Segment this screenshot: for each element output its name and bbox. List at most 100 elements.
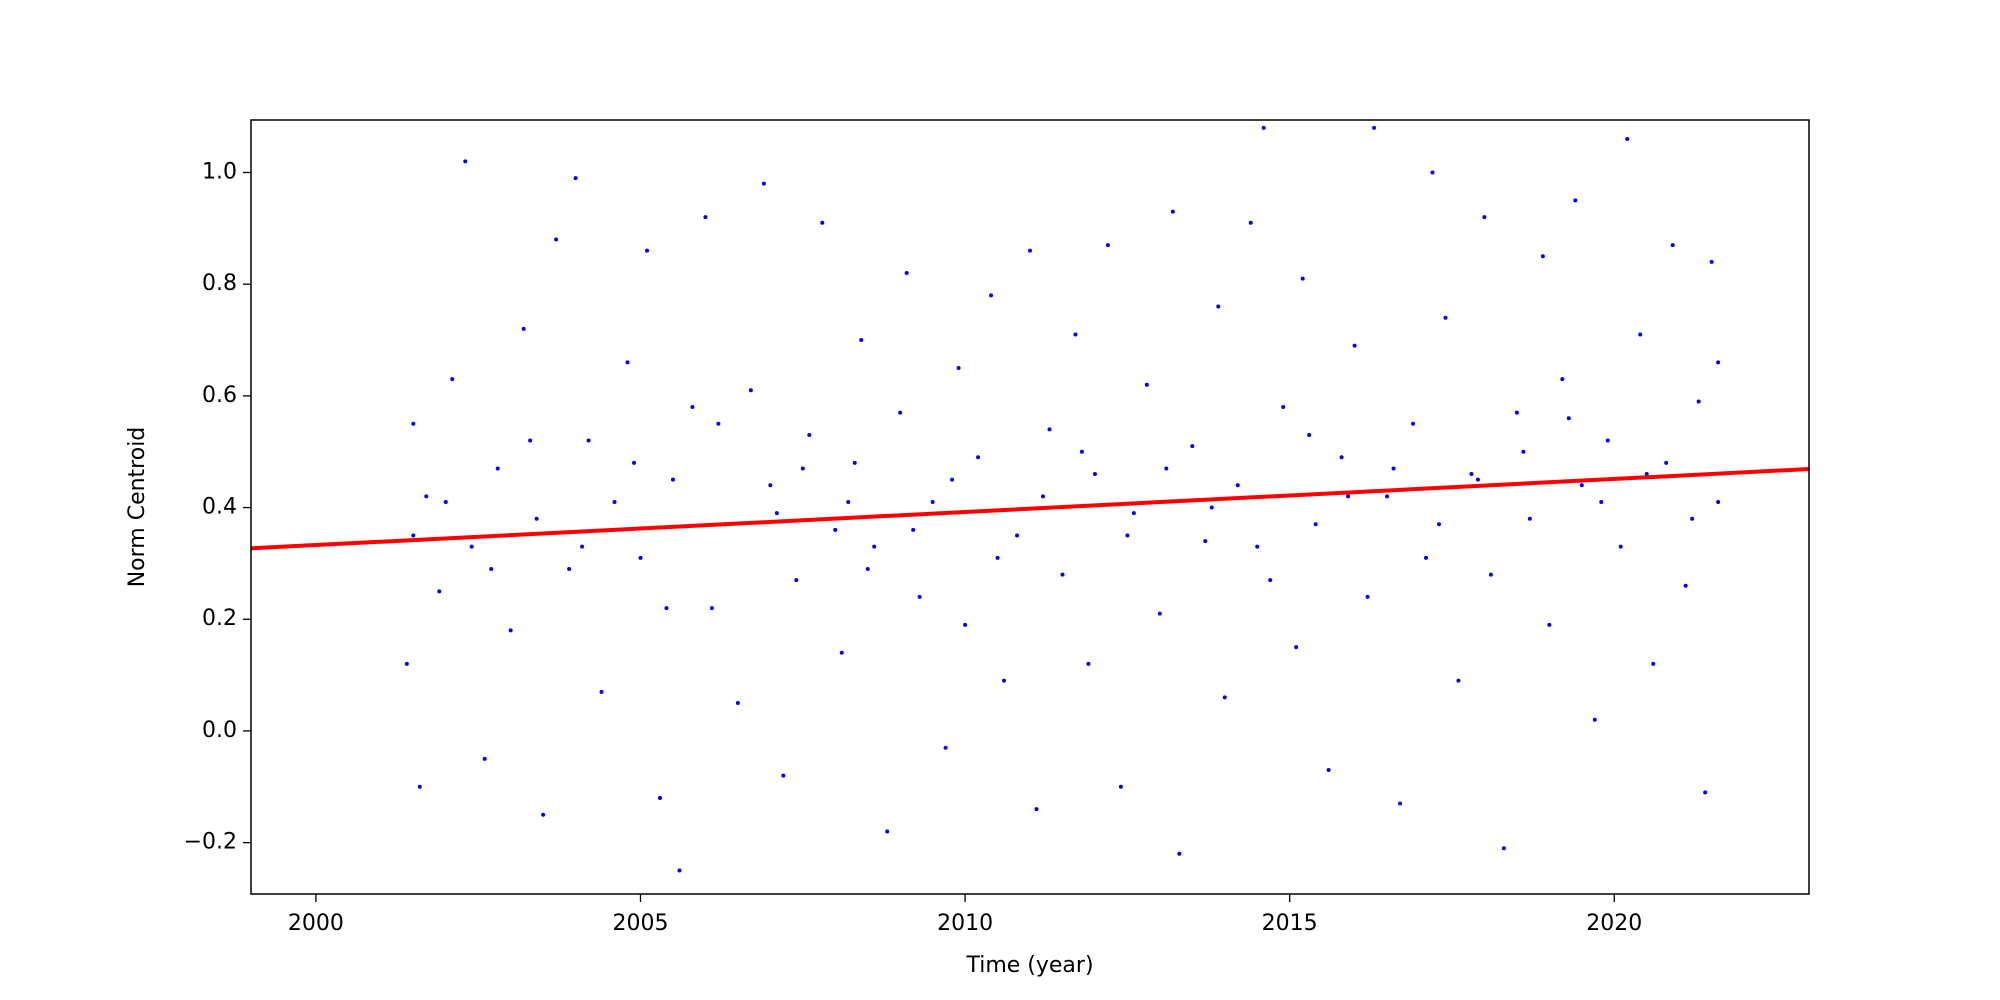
y-tick-label: 1.0 bbox=[202, 159, 237, 184]
point bbox=[1716, 360, 1721, 365]
point bbox=[1209, 505, 1214, 510]
point bbox=[1028, 248, 1032, 253]
point bbox=[463, 159, 468, 164]
point bbox=[1281, 405, 1286, 410]
point bbox=[1092, 472, 1097, 477]
point bbox=[1203, 539, 1208, 544]
point bbox=[1261, 125, 1266, 130]
point bbox=[1592, 717, 1597, 722]
point bbox=[690, 405, 695, 410]
point bbox=[1125, 533, 1130, 538]
point bbox=[404, 661, 409, 666]
point bbox=[943, 745, 948, 750]
y-tick-label: 0.6 bbox=[202, 383, 237, 408]
point bbox=[657, 795, 662, 800]
point bbox=[1573, 198, 1578, 203]
point bbox=[528, 438, 533, 443]
point bbox=[1501, 846, 1506, 851]
point bbox=[1144, 382, 1149, 387]
point bbox=[1547, 622, 1552, 627]
point bbox=[1086, 661, 1091, 666]
y-tick-label: 0.2 bbox=[202, 606, 237, 631]
point bbox=[1651, 661, 1656, 666]
point bbox=[898, 410, 903, 415]
point bbox=[1346, 494, 1351, 499]
point bbox=[859, 338, 864, 343]
y-tick-label: 0.0 bbox=[202, 718, 237, 743]
point bbox=[541, 812, 546, 817]
point bbox=[411, 421, 416, 426]
point bbox=[1469, 472, 1474, 477]
point bbox=[1514, 410, 1519, 415]
point bbox=[846, 499, 851, 504]
point bbox=[800, 466, 805, 471]
point bbox=[1002, 678, 1007, 683]
point bbox=[424, 494, 429, 499]
point bbox=[1540, 254, 1545, 259]
point bbox=[437, 589, 442, 594]
point bbox=[1430, 170, 1435, 175]
point bbox=[567, 566, 572, 571]
point bbox=[521, 326, 526, 331]
point bbox=[885, 829, 890, 834]
point bbox=[1385, 494, 1390, 499]
point bbox=[709, 606, 714, 611]
point bbox=[768, 483, 773, 488]
point bbox=[1716, 499, 1721, 504]
point bbox=[411, 533, 416, 538]
point bbox=[534, 516, 539, 521]
point bbox=[1040, 494, 1045, 499]
point bbox=[833, 527, 838, 532]
point bbox=[1579, 483, 1584, 488]
point bbox=[1268, 578, 1273, 583]
point bbox=[573, 176, 578, 181]
point bbox=[1307, 432, 1312, 437]
point bbox=[1326, 768, 1331, 773]
point bbox=[735, 701, 740, 706]
point bbox=[664, 606, 669, 611]
point bbox=[1222, 695, 1227, 700]
point bbox=[1300, 276, 1305, 281]
point bbox=[748, 388, 753, 393]
point bbox=[1566, 416, 1571, 421]
point bbox=[1235, 483, 1240, 488]
x-tick-label: 2005 bbox=[613, 911, 669, 936]
x-tick-label: 2010 bbox=[937, 911, 993, 936]
point bbox=[1034, 807, 1039, 812]
point bbox=[1079, 449, 1084, 454]
point bbox=[554, 237, 559, 242]
point bbox=[670, 477, 675, 482]
point bbox=[1605, 438, 1610, 443]
point bbox=[1255, 544, 1260, 549]
point bbox=[1664, 460, 1669, 465]
point bbox=[911, 527, 916, 532]
point bbox=[1313, 522, 1318, 527]
point bbox=[1398, 801, 1403, 806]
point bbox=[820, 220, 825, 225]
point bbox=[625, 360, 630, 365]
point bbox=[1073, 332, 1078, 337]
point bbox=[644, 248, 649, 253]
point bbox=[989, 293, 994, 298]
point bbox=[1638, 332, 1643, 337]
point bbox=[482, 756, 487, 761]
point bbox=[580, 544, 585, 549]
point bbox=[904, 271, 909, 276]
point bbox=[1644, 472, 1649, 477]
point bbox=[1625, 136, 1630, 141]
point bbox=[1365, 594, 1370, 599]
x-axis-label: Time (year) bbox=[965, 953, 1093, 978]
point bbox=[963, 622, 968, 627]
point bbox=[1248, 220, 1253, 225]
point bbox=[1423, 555, 1428, 560]
point bbox=[1488, 572, 1493, 577]
x-tick-label: 2000 bbox=[288, 911, 344, 936]
point bbox=[1411, 421, 1416, 426]
point bbox=[1118, 784, 1123, 789]
point bbox=[1170, 209, 1175, 214]
point bbox=[1339, 455, 1344, 460]
point bbox=[1443, 315, 1448, 320]
point bbox=[852, 460, 857, 465]
point bbox=[1527, 516, 1532, 521]
